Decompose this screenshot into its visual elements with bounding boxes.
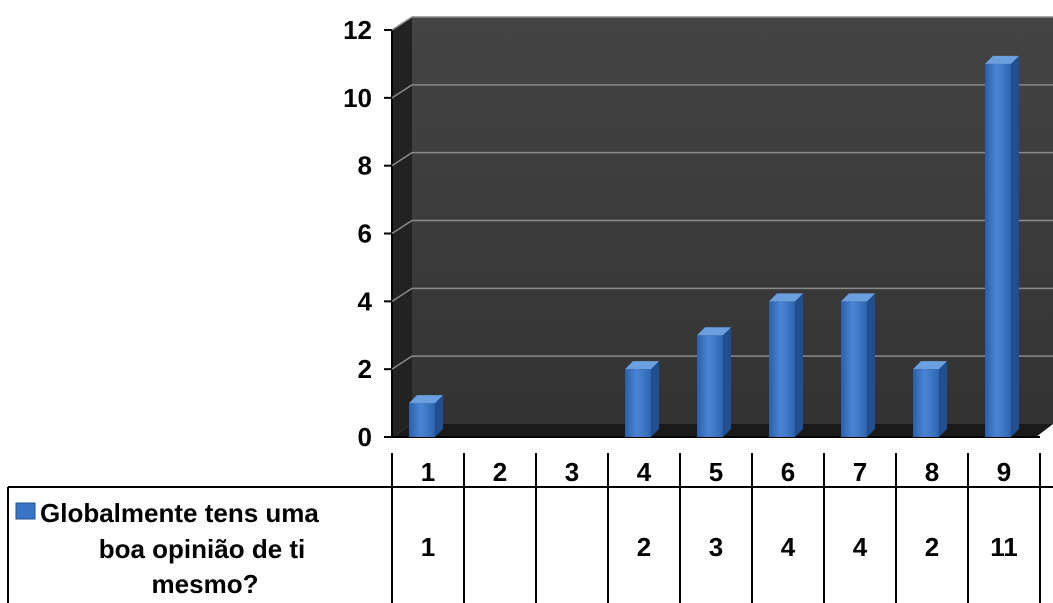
bar-series xyxy=(409,55,1019,438)
legend-key xyxy=(15,502,36,520)
data-table-value: 3 xyxy=(709,532,723,562)
y-tick-label: 0 xyxy=(358,422,372,452)
bar xyxy=(913,361,947,437)
bar-top xyxy=(697,327,731,336)
gridline xyxy=(391,219,1053,235)
gridlines xyxy=(391,16,1053,370)
y-axis-tick-labels: 0 2 4 6 8 10 12 xyxy=(343,15,392,452)
bar-front xyxy=(913,369,939,437)
x-tick-label: 1 xyxy=(421,457,435,487)
x-tick-label: 7 xyxy=(853,457,867,487)
y-tick-label: 8 xyxy=(358,151,372,181)
data-table-value: 1 xyxy=(421,532,435,562)
legend-label: boa opinião de ti xyxy=(99,534,306,564)
bar-front xyxy=(841,301,867,437)
x-tick-label: 5 xyxy=(709,457,723,487)
data-table-value: 2 xyxy=(925,532,939,562)
x-tick-label: 8 xyxy=(925,457,939,487)
bar-side xyxy=(939,361,947,437)
bar-top xyxy=(913,361,947,370)
bar-front xyxy=(697,335,723,437)
bar-front xyxy=(625,369,651,437)
x-tick-label: 6 xyxy=(781,457,795,487)
legend-label: Globalmente tens uma xyxy=(40,498,319,528)
y-tick-label: 4 xyxy=(358,286,373,316)
bar-front xyxy=(985,63,1011,438)
data-table-value: 2 xyxy=(637,532,651,562)
bar-side xyxy=(795,293,803,437)
bar-front xyxy=(409,403,435,437)
data-table-value: 4 xyxy=(853,532,868,562)
y-tick-label: 6 xyxy=(358,219,372,249)
gridline xyxy=(391,355,1053,370)
y-tick-label: 10 xyxy=(343,83,372,113)
gridline xyxy=(391,84,1053,99)
legend: Globalmente tens uma boa opinião de ti mes… xyxy=(15,498,319,599)
bar xyxy=(841,293,875,437)
gridline xyxy=(391,287,1053,302)
bar-side xyxy=(723,327,731,437)
y-tick-label: 2 xyxy=(358,354,372,384)
bar-top xyxy=(409,395,443,404)
bar xyxy=(769,293,803,437)
data-table-value: 4 xyxy=(781,532,796,562)
bar-side xyxy=(651,361,659,437)
gridline xyxy=(391,16,1053,31)
bar xyxy=(409,395,443,437)
legend-label: mesmo? xyxy=(152,569,259,599)
y-tick-label: 12 xyxy=(343,15,372,45)
x-tick-label: 2 xyxy=(493,457,507,487)
x-tick-label: 9 xyxy=(997,457,1011,487)
x-tick-label: 4 xyxy=(637,457,652,487)
bar-side xyxy=(867,293,875,437)
data-table: 1 2 3 4 5 6 7 8 9 1 2 3 4 4 2 11 xyxy=(7,453,1053,603)
bar xyxy=(985,55,1019,438)
bar-top xyxy=(769,293,803,302)
gridline xyxy=(391,151,1053,167)
bar xyxy=(625,361,659,437)
bar-side xyxy=(1011,55,1019,438)
bar-side xyxy=(435,395,443,437)
data-table-value: 11 xyxy=(990,532,1018,562)
x-tick-label: 3 xyxy=(565,457,579,487)
bar xyxy=(697,327,731,437)
bar-top xyxy=(841,293,875,302)
bar-front xyxy=(769,301,795,437)
bar-top xyxy=(985,55,1019,64)
bar-top xyxy=(625,361,659,370)
